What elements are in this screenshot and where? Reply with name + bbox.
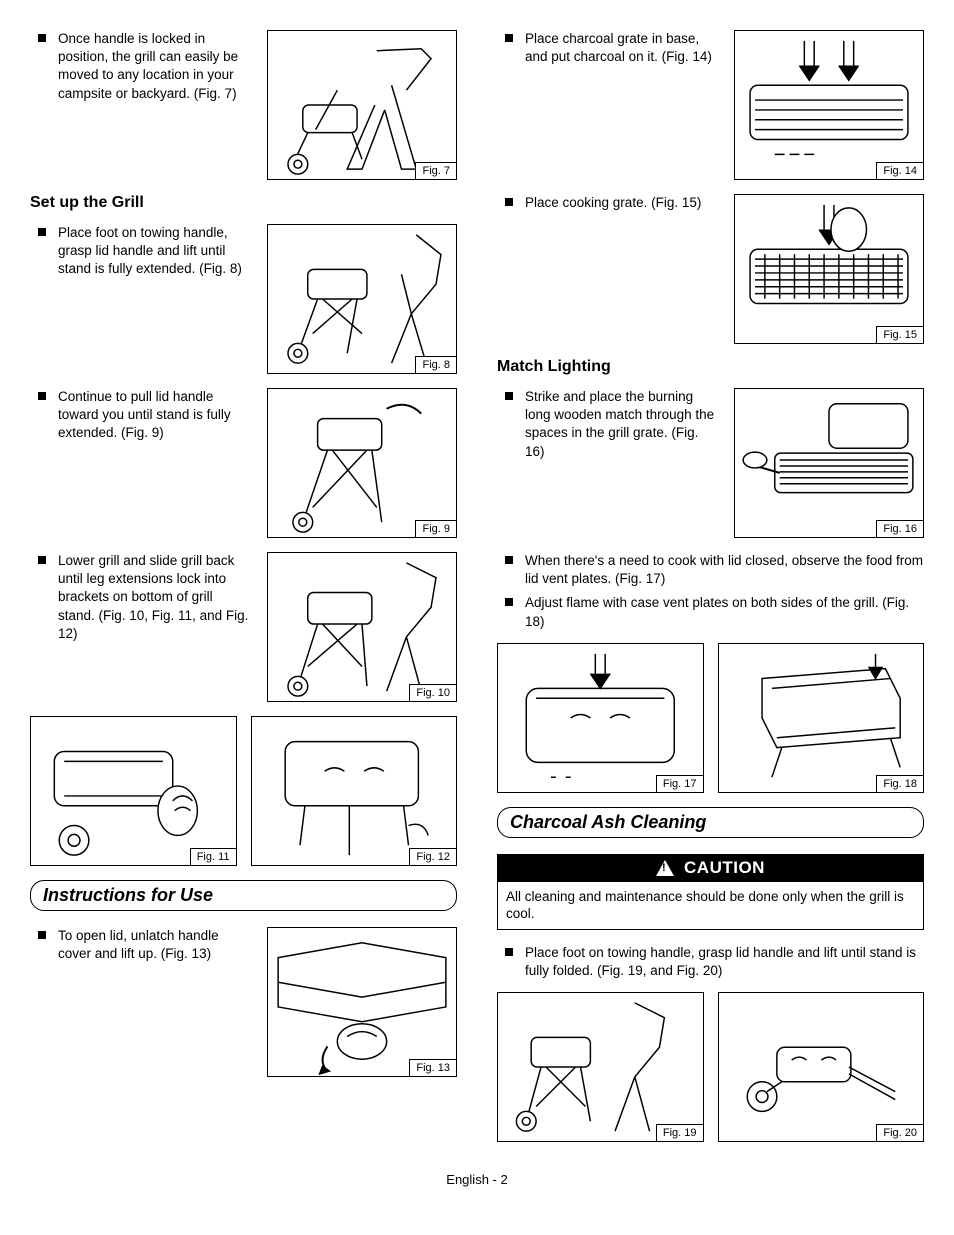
figure-15: Fig. 15 (734, 194, 924, 344)
fig-14-label: Fig. 14 (876, 162, 923, 179)
setup-grill-heading: Set up the Grill (30, 194, 457, 212)
figure-8: Fig. 8 (267, 224, 457, 374)
figure-11: Fig. 11 (30, 716, 237, 866)
fig-13-label: Fig. 13 (409, 1059, 456, 1076)
figure-7: Fig. 7 (267, 30, 457, 180)
step-16-text: Strike and place the burning long wooden… (497, 388, 720, 461)
fig-16-label: Fig. 16 (876, 520, 923, 537)
fig-7-label: Fig. 7 (415, 162, 456, 179)
step-15-text: Place cooking grate. (Fig. 15) (497, 194, 720, 212)
caution-text: All cleaning and maintenance should be d… (497, 882, 924, 930)
figure-17: Fig. 17 (497, 643, 704, 793)
step-10-text: Lower grill and slide grill back until l… (30, 552, 253, 643)
page-columns: Once handle is locked in position, the g… (30, 30, 924, 1156)
step-18-text: Adjust flame with case vent plates on bo… (497, 594, 924, 630)
fig-8-label: Fig. 8 (415, 356, 456, 373)
figure-16: Fig. 16 (734, 388, 924, 538)
figure-18: Fig. 18 (718, 643, 925, 793)
caution-label: CAUTION (684, 858, 765, 878)
left-column: Once handle is locked in position, the g… (30, 30, 457, 1156)
figure-14: Fig. 14 (734, 30, 924, 180)
figure-20: Fig. 20 (718, 992, 925, 1142)
caution-bar: CAUTION (497, 854, 924, 882)
fig-15-label: Fig. 15 (876, 326, 923, 343)
figure-13: Fig. 13 (267, 927, 457, 1077)
fig-17-label: Fig. 17 (656, 775, 703, 792)
fig-20-label: Fig. 20 (876, 1124, 923, 1141)
step-9-text: Continue to pull lid handle toward you u… (30, 388, 253, 443)
figure-9: Fig. 9 (267, 388, 457, 538)
figure-10: Fig. 10 (267, 552, 457, 702)
step-8-text: Place foot on towing handle, grasp lid h… (30, 224, 253, 279)
ash-cleaning-heading: Charcoal Ash Cleaning (497, 807, 924, 838)
fig-19-label: Fig. 19 (656, 1124, 703, 1141)
fig-18-label: Fig. 18 (876, 775, 923, 792)
fig-10-label: Fig. 10 (409, 684, 456, 701)
fig-9-label: Fig. 9 (415, 520, 456, 537)
warning-icon (656, 860, 674, 876)
step-7-text: Once handle is locked in position, the g… (30, 30, 253, 103)
figure-19: Fig. 19 (497, 992, 704, 1142)
match-lighting-heading: Match Lighting (497, 358, 924, 376)
step-19-text: Place foot on towing handle, grasp lid h… (497, 944, 924, 980)
fig-12-label: Fig. 12 (409, 848, 456, 865)
step-13-text: To open lid, unlatch handle cover and li… (30, 927, 253, 963)
fig-11-label: Fig. 11 (190, 848, 236, 865)
step-17-text: When there's a need to cook with lid clo… (497, 552, 924, 588)
step-14-text: Place charcoal grate in base, and put ch… (497, 30, 720, 66)
right-column: Place charcoal grate in base, and put ch… (497, 30, 924, 1156)
figure-12: Fig. 12 (251, 716, 458, 866)
page-footer: English - 2 (30, 1172, 924, 1187)
instructions-for-use-heading: Instructions for Use (30, 880, 457, 911)
